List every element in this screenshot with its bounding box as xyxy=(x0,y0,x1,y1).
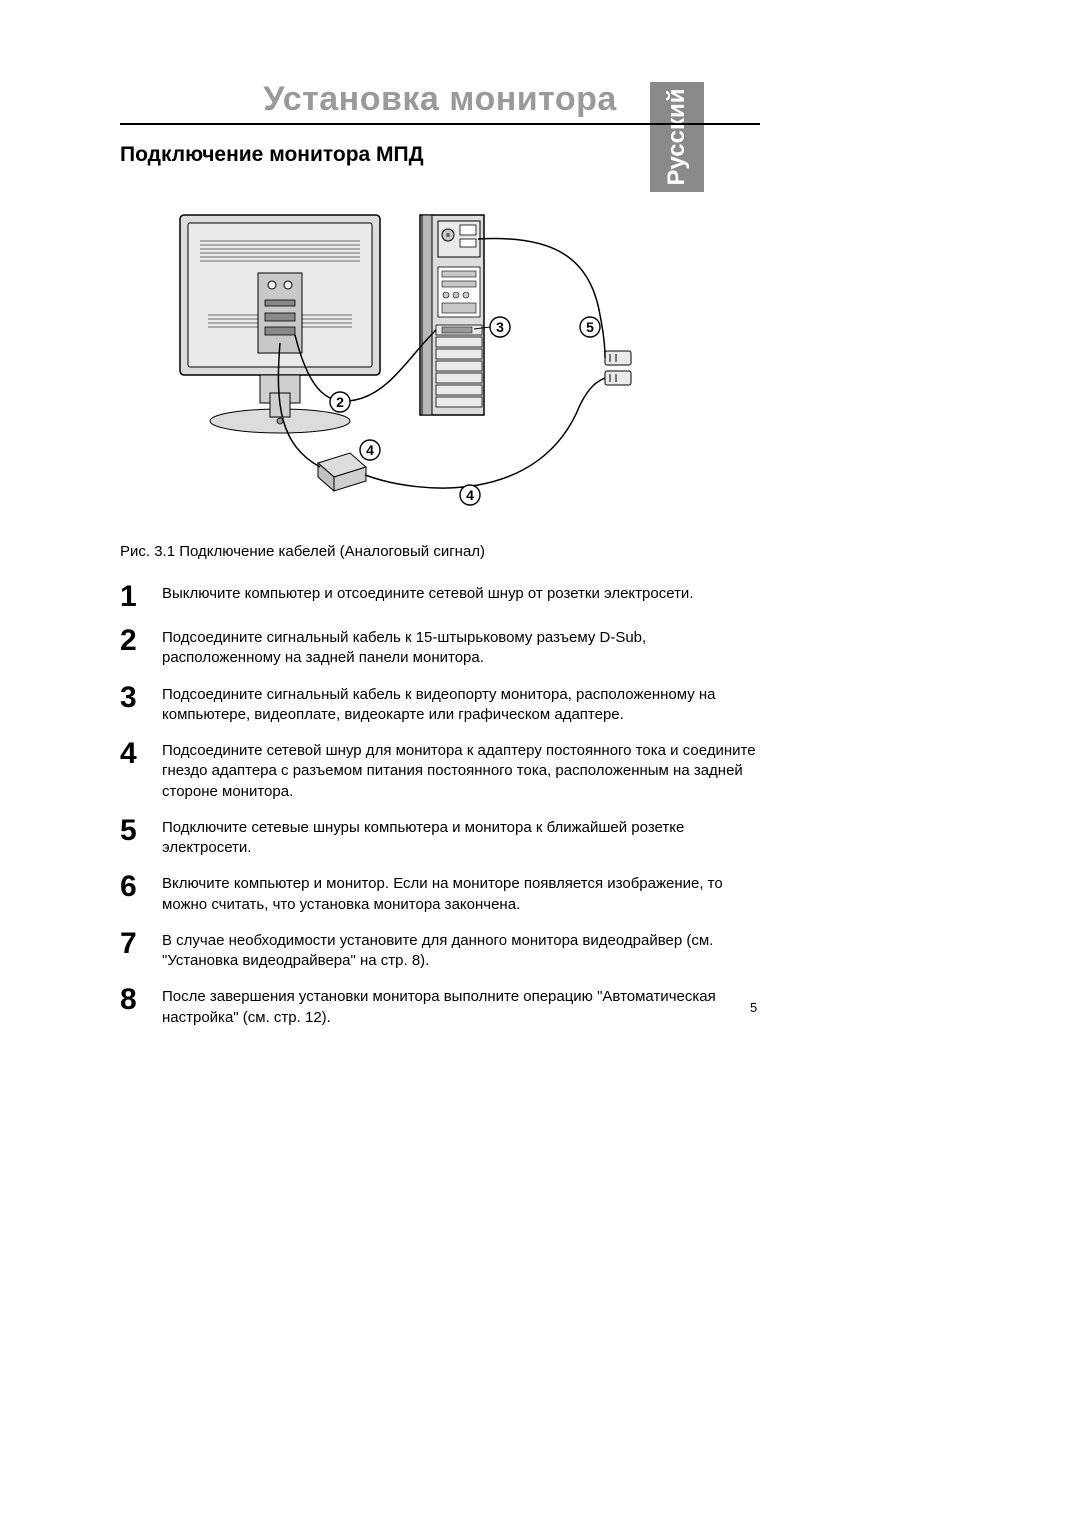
step-number: 3 xyxy=(120,683,146,713)
step-text: После завершения установки монитора выпо… xyxy=(162,985,760,1028)
step-item: 2 Подсоедините сигнальный кабель к 15-шт… xyxy=(120,626,760,669)
step-item: 1 Выключите компьютер и отсоедините сете… xyxy=(120,582,760,612)
figure-caption: Рис. 3.1 Подключение кабелей (Аналоговый… xyxy=(120,543,760,560)
step-text: Подключите сетевые шнуры компьютера и мо… xyxy=(162,816,760,859)
step-item: 6 Включите компьютер и монитор. Если на … xyxy=(120,872,760,915)
step-text: Включите компьютер и монитор. Если на мо… xyxy=(162,872,760,915)
connection-diagram: 2 3 5 4 4 xyxy=(160,195,720,515)
section-title: Подключение монитора МПД xyxy=(120,143,760,167)
page-number: 5 xyxy=(750,1000,757,1015)
pc-tower-icon xyxy=(420,215,484,415)
step-text: В случае необходимости установите для да… xyxy=(162,929,760,972)
step-text: Подсоедините сетевой шнур для монитора к… xyxy=(162,739,760,802)
title-divider xyxy=(120,123,760,125)
svg-text:5: 5 xyxy=(586,319,594,335)
steps-list: 1 Выключите компьютер и отсоедините сете… xyxy=(120,582,760,1028)
svg-text:3: 3 xyxy=(496,319,504,335)
chapter-title: Установка монитора xyxy=(120,80,760,119)
step-text: Подсоедините сигнальный кабель к 15-штыр… xyxy=(162,626,760,669)
step-number: 2 xyxy=(120,626,146,656)
step-item: 4 Подсоедините сетевой шнур для монитора… xyxy=(120,739,760,802)
document-page: Установка монитора Подключение монитора … xyxy=(120,80,760,1028)
svg-text:4: 4 xyxy=(466,487,474,503)
step-item: 8 После завершения установки монитора вы… xyxy=(120,985,760,1028)
step-number: 8 xyxy=(120,985,146,1015)
step-number: 6 xyxy=(120,872,146,902)
step-item: 7 В случае необходимости установите для … xyxy=(120,929,760,972)
svg-text:2: 2 xyxy=(336,394,344,410)
step-text: Выключите компьютер и отсоедините сетево… xyxy=(162,582,693,604)
step-number: 1 xyxy=(120,582,146,612)
step-item: 3 Подсоедините сигнальный кабель к видео… xyxy=(120,683,760,726)
diagram-svg: 2 3 5 4 4 xyxy=(160,195,720,515)
step-item: 5 Подключите сетевые шнуры компьютера и … xyxy=(120,816,760,859)
power-adapter-icon xyxy=(318,453,366,491)
step-number: 7 xyxy=(120,929,146,959)
svg-text:4: 4 xyxy=(366,442,374,458)
step-number: 4 xyxy=(120,739,146,769)
step-text: Подсоедините сигнальный кабель к видеопо… xyxy=(162,683,760,726)
step-number: 5 xyxy=(120,816,146,846)
power-plug-icon xyxy=(605,351,631,385)
